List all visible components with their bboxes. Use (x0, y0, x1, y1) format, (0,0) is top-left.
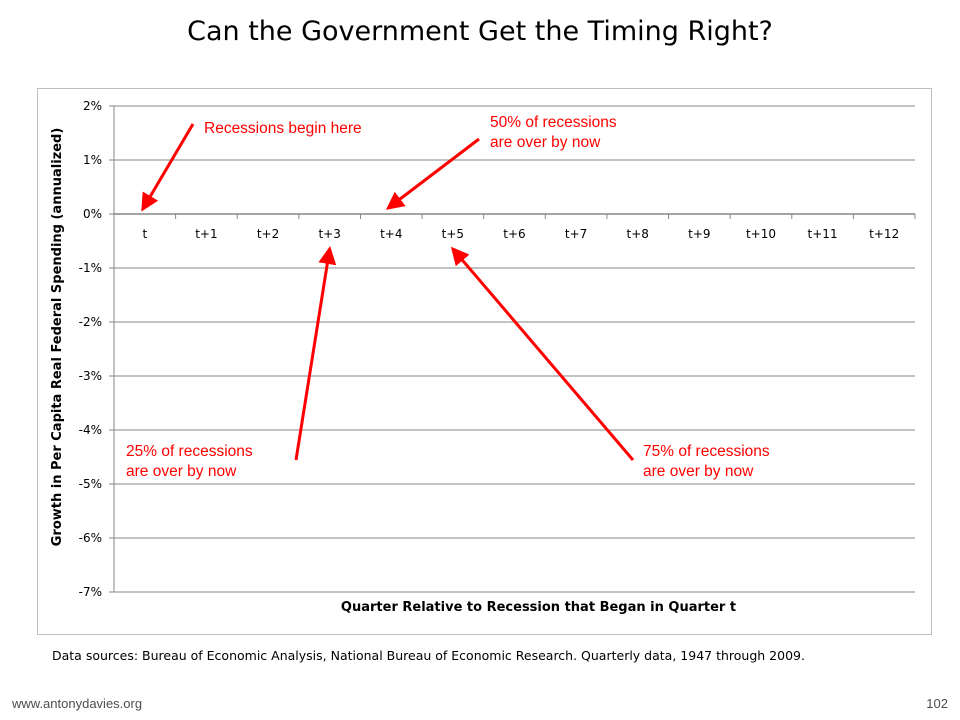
slide-title: Can the Government Get the Timing Right? (187, 16, 773, 47)
annotation-label: 25% of recessions (126, 443, 253, 460)
y-tick-label: -4% (79, 423, 102, 437)
y-tick-label: -6% (79, 531, 102, 545)
chart-frame: 2% 1% 0% -1% -2% -3% -4% -5% -6% -7% t t+1 t+2 t+3 t+4… (37, 88, 932, 635)
x-tick-label: t+3 (318, 227, 340, 241)
x-tick-label: t+6 (503, 227, 525, 241)
x-tick-label: t+9 (688, 227, 710, 241)
annotation-arrow (294, 246, 337, 461)
page-number: 102 (926, 696, 948, 711)
annotation-label: are over by now (490, 134, 601, 151)
x-tick-label: t+2 (257, 227, 279, 241)
y-tick-label: -5% (79, 477, 102, 491)
annotation-label: are over by now (643, 463, 754, 480)
annotation-label: are over by now (126, 463, 237, 480)
x-tick-label: t+5 (442, 227, 464, 241)
annotation-arrow (141, 123, 195, 212)
y-tick-label: -7% (79, 585, 102, 599)
annotation-label: 50% of recessions (490, 114, 617, 131)
x-tick-label: t+7 (565, 227, 587, 241)
x-tick-label: t+12 (869, 227, 899, 241)
annotation-arrow (385, 137, 480, 210)
y-tick-label: -3% (79, 369, 102, 383)
y-axis-title: Growth in Per Capita Real Federal Spendi… (50, 128, 65, 547)
y-tick-label: -1% (79, 261, 102, 275)
x-tick-label: t+11 (808, 227, 838, 241)
x-tick-label: t+1 (195, 227, 217, 241)
x-axis-title: Quarter Relative to Recession that Began… (341, 600, 736, 615)
x-tick-label: t+10 (746, 227, 776, 241)
x-tick-label: t (142, 227, 147, 241)
y-tick-label: -2% (79, 315, 102, 329)
annotation-label: Recessions begin here (204, 120, 362, 137)
x-tick-label: t+4 (380, 227, 402, 241)
chart-svg: 2% 1% 0% -1% -2% -3% -4% -5% -6% -7% t t+1 t+2 t+3 t+4… (50, 99, 916, 615)
annotation-label: 75% of recessions (643, 443, 770, 460)
footer-url[interactable]: www.antonydavies.org (12, 696, 143, 711)
y-tick-label: 2% (83, 99, 102, 113)
annotation-arrow (450, 246, 635, 461)
y-tick-label: 0% (83, 207, 102, 221)
y-tick-label: 1% (83, 153, 102, 167)
x-tick-label: t+8 (627, 227, 649, 241)
data-source-note: Data sources: Bureau of Economic Analysi… (52, 648, 805, 663)
